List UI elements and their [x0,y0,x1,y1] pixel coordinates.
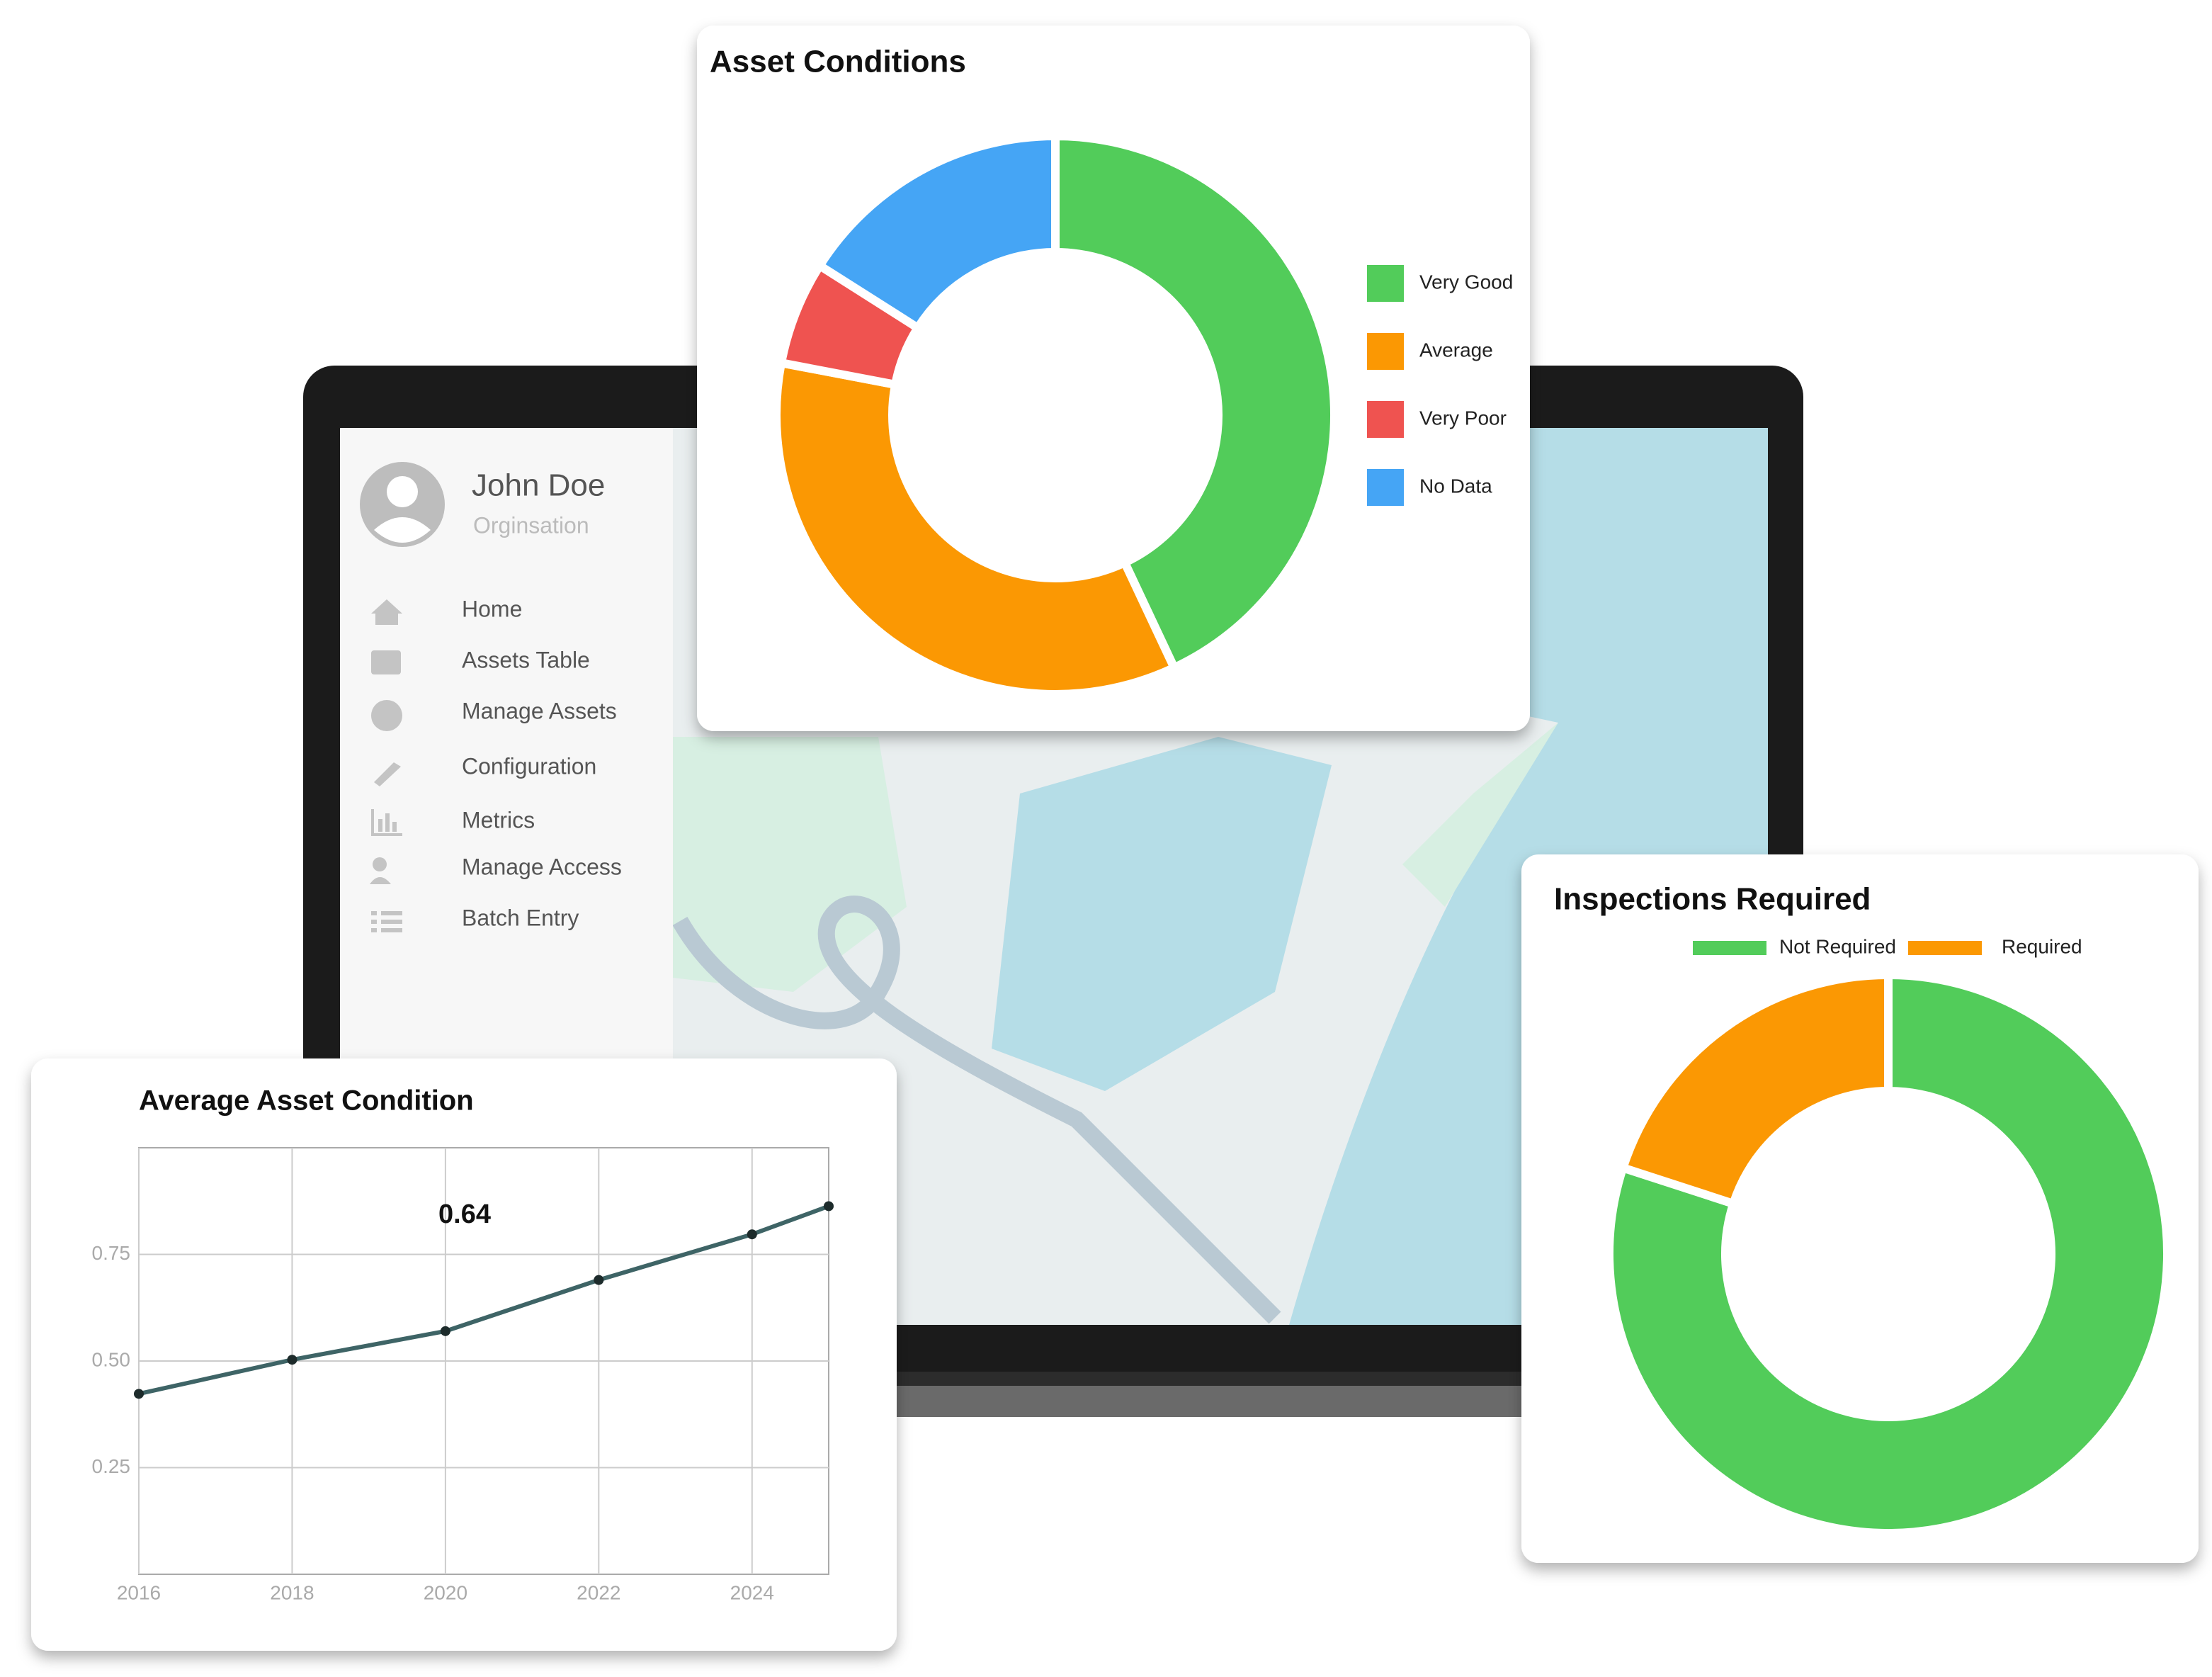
donut-segment [1617,970,1893,1209]
laptop-hinge [850,1372,1530,1386]
x-tick-label: 2018 [270,1581,314,1603]
card [31,1058,897,1651]
legend-label: Average [1419,339,1493,361]
menu-item[interactable]: Home [462,596,522,621]
menu-item[interactable]: Metrics [462,807,535,832]
chart-title: Asset Conditions [710,45,966,79]
point [594,1275,604,1285]
menu-item[interactable]: Batch Entry [462,905,579,930]
legend-swatch [1367,265,1404,302]
point [824,1201,834,1212]
menu-item[interactable]: Manage Assets [462,698,617,723]
menu-icons [370,599,402,932]
map-park [1402,723,1558,907]
icon-list [371,911,402,932]
y-tick-label: 0.25 [92,1455,131,1477]
chart-title: Average Asset Condition [139,1085,474,1117]
icon-table [371,650,401,674]
annotation: 0.64 [438,1199,491,1229]
donut-segment [772,358,1180,699]
y-tick-label: 0.75 [92,1242,131,1264]
legend-swatch [1367,401,1404,438]
point [747,1229,757,1240]
icon-wrench [374,762,401,786]
menu-item[interactable]: Configuration [462,753,596,779]
map-park [673,737,907,992]
legend-label: Required [2002,935,2082,957]
x-tick-label: 2024 [730,1581,774,1603]
icon-access [373,857,387,871]
legend-swatch [1367,469,1404,506]
y-tick-label: 0.50 [92,1348,131,1370]
point [287,1355,297,1365]
donut-segment [1605,970,2172,1537]
map-road [672,896,1281,1324]
x-tick-label: 2020 [424,1581,467,1603]
icon-home [371,599,402,625]
point [134,1389,144,1399]
menu: Home Assets Table Manage Assets Configurati… [462,596,622,930]
icon-metrics [371,809,402,836]
donut-segment [1051,131,1339,674]
legend-label: Very Poor [1419,407,1507,429]
charts: Asset Conditions Very Good Average Very Poo… [92,45,2172,1603]
x-tick-label: 2016 [117,1581,161,1603]
donut-segment [814,131,1060,334]
line [138,1204,830,1396]
legend-label: No Data [1419,475,1492,497]
menu-item[interactable]: Assets Table [462,647,590,672]
map-water [992,737,1332,1091]
legend-swatch [1908,941,1982,955]
icon-access-body [370,877,391,884]
x-tick-label: 2022 [577,1581,620,1603]
avatar-head [387,476,418,507]
avatar-body [374,517,431,543]
organisation: Orginsation [473,512,589,538]
user-name: John Doe [472,468,605,503]
chart-title: Inspections Required [1554,882,1871,917]
legend-label: Very Good [1419,271,1513,293]
legend-swatch [1693,941,1766,955]
menu-item[interactable]: Manage Access [462,854,622,879]
legend-label: Not Required [1779,935,1896,957]
icon-add [371,700,402,731]
legend-swatch [1367,333,1404,370]
point [440,1326,450,1336]
